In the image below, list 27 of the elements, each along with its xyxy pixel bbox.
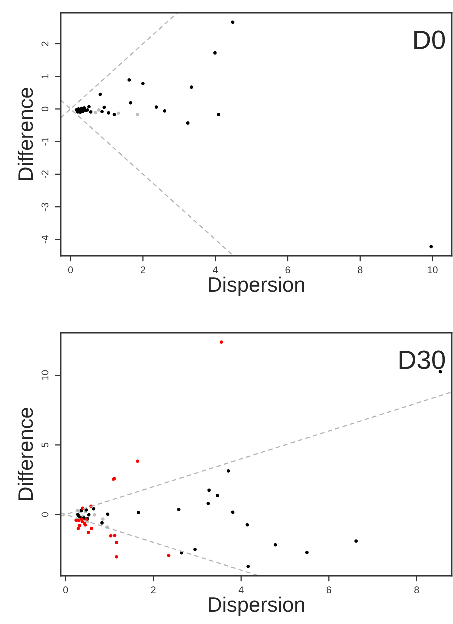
annotation: D0 <box>414 30 446 50</box>
y-tick-label: 10 <box>42 370 49 380</box>
y-axis-title: Difference <box>18 408 34 500</box>
x-tick-label: 4 <box>213 266 218 274</box>
y-tick-label: -3 <box>42 203 49 211</box>
x-tick-label: 4 <box>238 586 244 594</box>
y-axis-title: Difference <box>18 88 34 180</box>
x-tick-label: 0 <box>64 586 68 594</box>
y-tick-label: 0 <box>42 106 49 112</box>
x-tick-label: 2 <box>140 266 146 274</box>
y-tick-label: 1 <box>42 74 49 79</box>
y-tick-label: -2 <box>42 170 49 178</box>
y-tick-label: 2 <box>42 42 49 46</box>
x-tick-label: 10 <box>428 266 438 274</box>
x-axis-title: Dispersion <box>209 276 304 296</box>
y-tick-label: 5 <box>42 442 49 448</box>
y-tick-label: -1 <box>42 138 49 146</box>
x-tick-label: 0 <box>68 266 74 274</box>
y-tick-label: -4 <box>42 236 49 244</box>
x-tick-label: 8 <box>414 586 420 594</box>
x-tick-label: 8 <box>358 266 363 274</box>
y-tick-label: 0 <box>42 512 49 518</box>
x-tick-label: 6 <box>286 266 290 274</box>
annotation: D30 <box>400 350 446 370</box>
x-tick-label: 2 <box>151 586 156 594</box>
x-tick-label: 6 <box>326 586 332 594</box>
x-axis-title: Dispersion <box>209 596 304 616</box>
